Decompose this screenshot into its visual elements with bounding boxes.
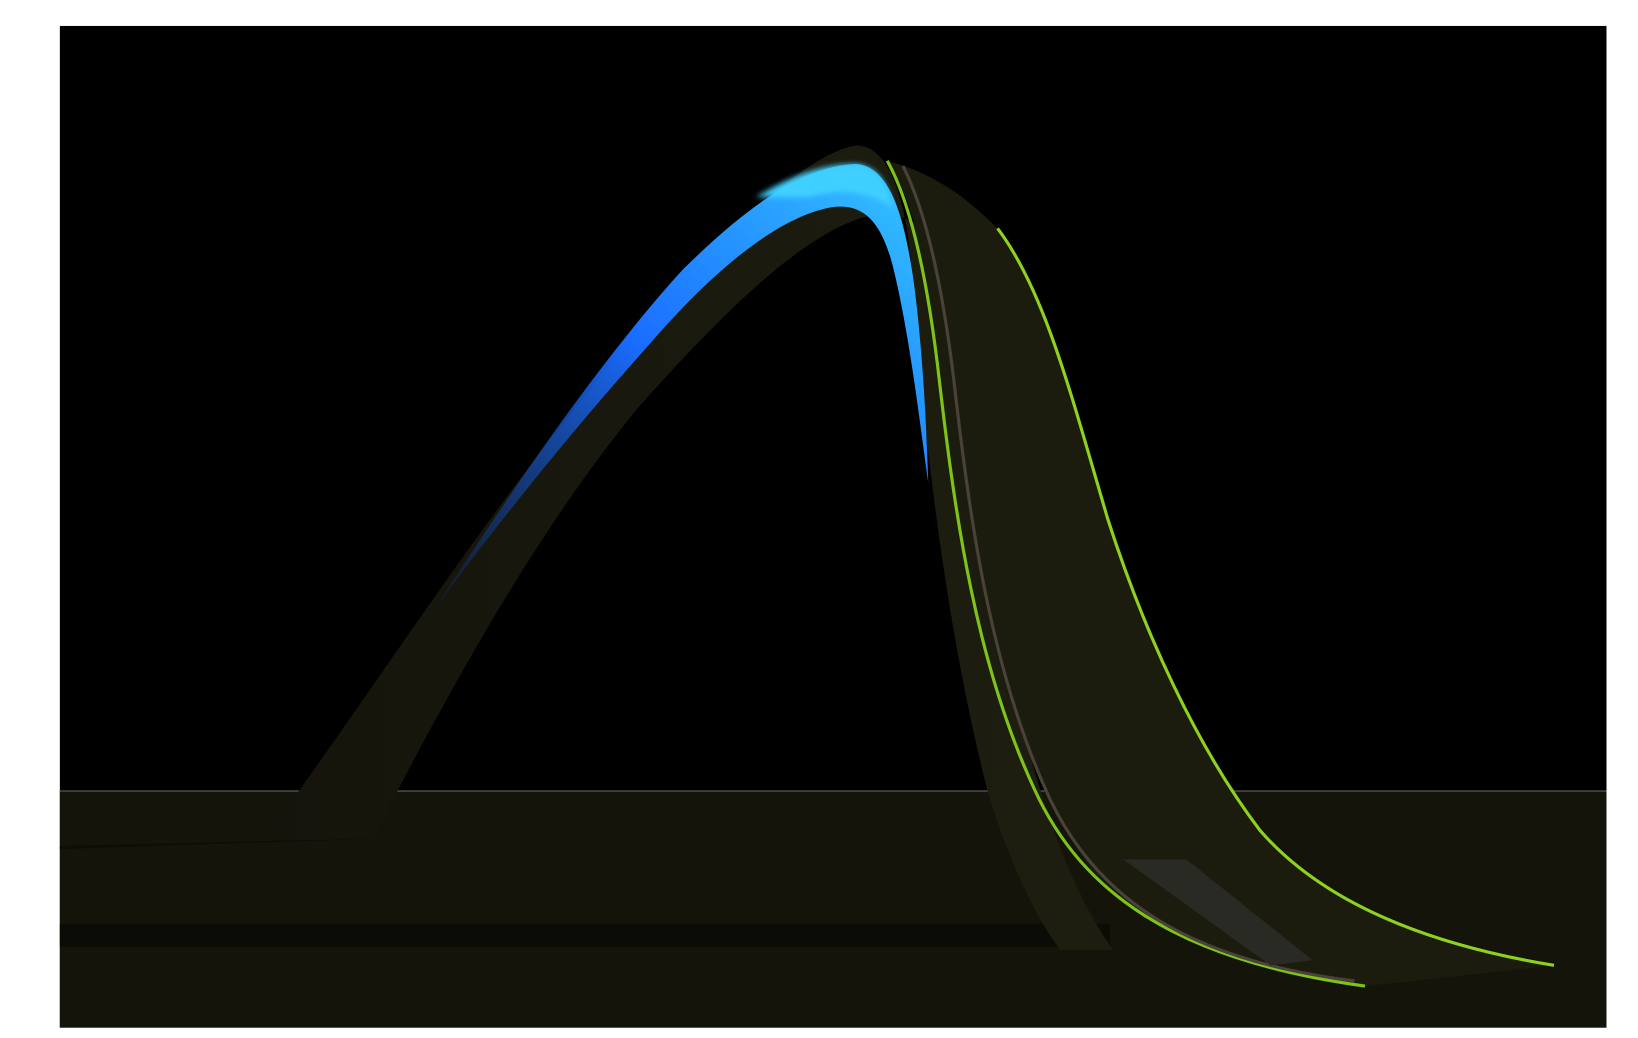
green-edge bbox=[885, 160, 1366, 988]
ground-strip bbox=[59, 838, 378, 850]
blue-light bbox=[435, 164, 929, 608]
front-band bbox=[887, 160, 1554, 987]
ground-shadow bbox=[59, 923, 1110, 947]
green-edge bbox=[996, 227, 1555, 967]
band-rim bbox=[901, 165, 1355, 983]
blue-highlight bbox=[756, 164, 893, 208]
back-arch bbox=[262, 145, 1113, 950]
base-detail bbox=[1123, 859, 1313, 966]
